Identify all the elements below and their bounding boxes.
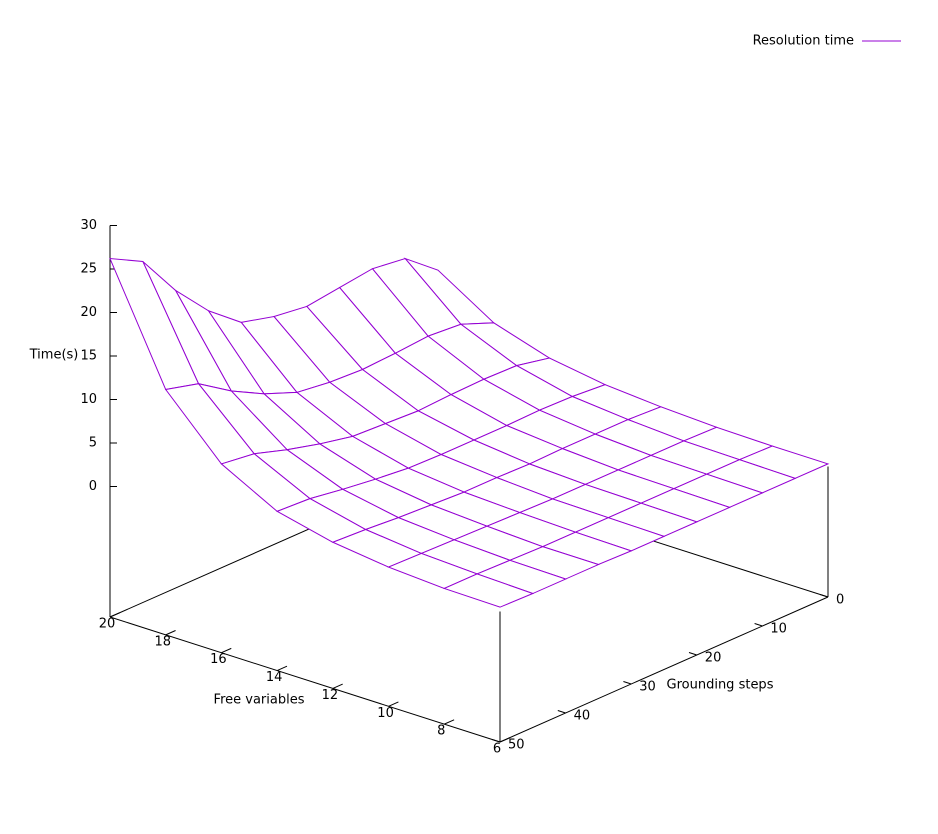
y-tick: [165, 630, 176, 636]
z-axis-label: Time(s): [29, 348, 79, 363]
x-tick: [557, 710, 566, 714]
x-tick-label: 30: [639, 680, 656, 695]
y-tick-label: 14: [266, 670, 283, 685]
surface-face: [442, 573, 535, 608]
x-tick: [688, 652, 697, 656]
y-axis-label: Free variables: [214, 693, 305, 708]
z-tick-label: 20: [80, 305, 97, 320]
y-tick-label: 16: [210, 652, 227, 667]
y-tick: [388, 701, 399, 707]
y-tick-label: 20: [99, 617, 116, 632]
x-tick: [820, 594, 829, 598]
y-tick-label: 18: [154, 634, 171, 649]
y-tick-label: 6: [493, 742, 501, 757]
x-tick: [492, 739, 501, 743]
y-tick-label: 12: [322, 688, 339, 703]
x-tick-label: 20: [705, 651, 722, 666]
y-tick-label: 8: [437, 724, 445, 739]
y-tick: [332, 683, 343, 689]
z-tick-label: 30: [80, 218, 97, 233]
x-tick-label: 50: [508, 738, 525, 753]
x-tick-label: 40: [574, 709, 591, 724]
base-edge: [109, 616, 501, 743]
y-tick: [221, 647, 232, 654]
z-tick-label: 0: [89, 479, 97, 494]
z-tick-label: 25: [80, 262, 97, 277]
z-tick-label: 15: [80, 349, 97, 364]
y-tick-label: 10: [377, 706, 394, 721]
x-tick: [623, 681, 632, 685]
y-tick: [109, 612, 121, 618]
legend-label: Resolution time: [753, 34, 854, 49]
y-tick: [499, 737, 511, 743]
x-tick-label: 0: [836, 593, 844, 608]
x-axis-label: Grounding steps: [667, 678, 774, 693]
base-edge: [499, 596, 829, 743]
z-tick-label: 5: [89, 436, 97, 451]
x-tick: [754, 623, 763, 627]
y-tick: [444, 719, 455, 725]
z-tick-label: 10: [80, 392, 97, 407]
y-tick: [276, 665, 288, 672]
x-tick-label: 10: [770, 622, 787, 637]
